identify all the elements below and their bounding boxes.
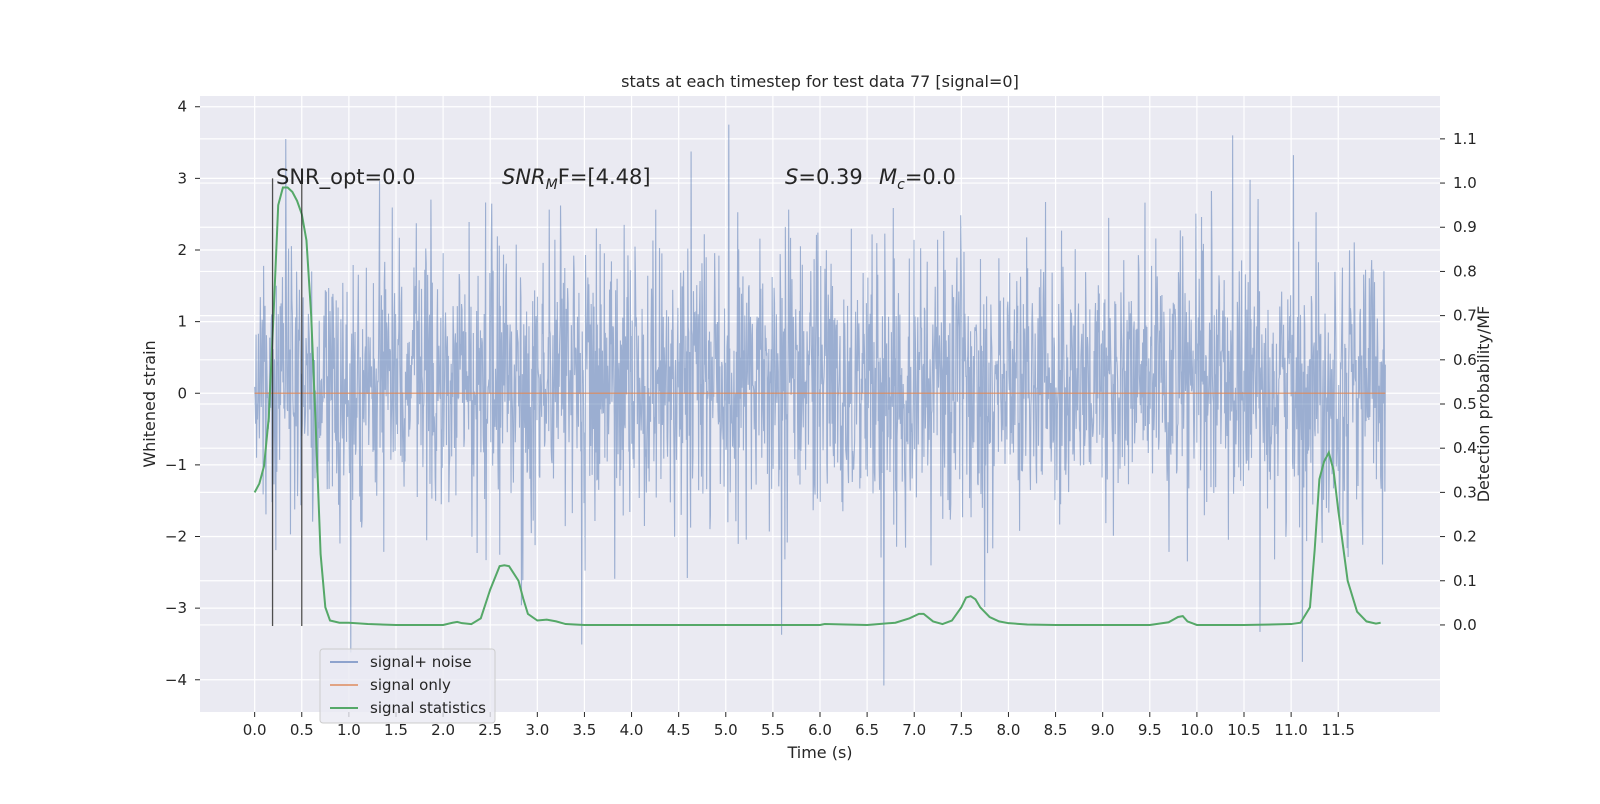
x-tick-label: 0.0 xyxy=(243,721,267,739)
x-tick-label: 1.0 xyxy=(337,721,361,739)
x-tick-label: 4.5 xyxy=(667,721,691,739)
y-right-tick-label: 0.1 xyxy=(1453,572,1477,590)
annotation-mc: Mc=0.0 xyxy=(879,165,956,193)
chart-title: stats at each timestep for test data 77 … xyxy=(621,72,1019,91)
y-left-tick-label: −1 xyxy=(165,456,187,474)
x-tick-label: 0.5 xyxy=(290,721,314,739)
x-axis-label: Time (s) xyxy=(786,743,852,762)
x-tick-label: 10.0 xyxy=(1180,721,1213,739)
y-right-tick-label: 0.4 xyxy=(1453,439,1477,457)
mc-main: M xyxy=(879,165,897,189)
snr-mf-rest: F=[4.48] xyxy=(558,165,651,189)
s-main: S xyxy=(785,165,798,189)
legend: signal+ noise signal only signal statist… xyxy=(319,648,496,724)
y-left-tick-label: −3 xyxy=(165,599,187,617)
snr-mf-main: SNR xyxy=(502,165,546,189)
y-left-tick-label: −2 xyxy=(165,528,187,546)
annotation-snr-mf: SNRMF=[4.48] xyxy=(502,165,651,193)
x-tick-label: 7.5 xyxy=(949,721,973,739)
x-tick-label: 8.0 xyxy=(997,721,1021,739)
y-right-tick-label: 0.3 xyxy=(1453,483,1477,501)
x-tick-label: 9.0 xyxy=(1091,721,1115,739)
y-right-tick-label: 0.7 xyxy=(1453,307,1477,325)
y-left-tick-label: 1 xyxy=(177,313,187,331)
legend-label-signal-only: signal only xyxy=(370,676,451,694)
y-left-tick-label: 3 xyxy=(177,169,187,187)
annotation-s: S=0.39 xyxy=(785,165,863,189)
x-tick-label: 2.0 xyxy=(431,721,455,739)
x-tick-label: 3.0 xyxy=(525,721,549,739)
y-axis-label-left: Whitened strain xyxy=(140,340,159,467)
x-tick-label: 6.0 xyxy=(808,721,832,739)
x-tick-label: 1.5 xyxy=(384,721,408,739)
signal-statistics-line xyxy=(253,186,1381,626)
x-tick-label: 11.5 xyxy=(1322,721,1355,739)
legend-label-signal-statistics: signal statistics xyxy=(370,699,486,717)
snr-mf-sub: M xyxy=(546,177,558,193)
y-right-tick-label: 0.9 xyxy=(1453,218,1477,236)
y-right-tick-label: 0.6 xyxy=(1453,351,1477,369)
vertical-markers xyxy=(271,178,303,627)
y-right-tick-label: 0.5 xyxy=(1453,395,1477,413)
series-signal-noise xyxy=(254,124,1386,686)
mc-rest: =0.0 xyxy=(905,165,956,189)
x-tick-label: 10.5 xyxy=(1227,721,1260,739)
legend-box xyxy=(319,648,496,724)
legend-label-signal-noise: signal+ noise xyxy=(370,653,472,671)
y-left-tick-label: 4 xyxy=(177,98,187,116)
x-tick-label: 5.5 xyxy=(761,721,785,739)
tick-labels: 0.0 0.5 1.0 1.5 2.0 2.5 3.0 3.5 4.0 4.5 5.0 5.5 6.0 6… xyxy=(165,98,1477,739)
y-right-tick-label: 0.8 xyxy=(1453,262,1477,280)
mc-sub: c xyxy=(897,177,905,193)
x-tick-label: 2.5 xyxy=(478,721,502,739)
x-tick-label: 5.0 xyxy=(714,721,738,739)
x-tick-label: 6.5 xyxy=(855,721,879,739)
y-left-tick-label: 0 xyxy=(177,384,187,402)
y-right-tick-label: 0.2 xyxy=(1453,528,1477,546)
y-right-tick-label: 1.1 xyxy=(1453,130,1477,148)
y-left-tick-label: −4 xyxy=(165,671,187,689)
x-tick-label: 7.0 xyxy=(902,721,926,739)
y-axis-label-right: Detection probability/MF xyxy=(1474,306,1493,503)
y-right-tick-label: 1.0 xyxy=(1453,174,1477,192)
x-tick-label: 9.5 xyxy=(1138,721,1162,739)
series-lines xyxy=(253,186,1386,626)
x-tick-label: 11.0 xyxy=(1274,721,1307,739)
signal-noise-line xyxy=(254,124,1386,686)
s-rest: =0.39 xyxy=(798,165,862,189)
y-left-tick-label: 2 xyxy=(177,241,187,259)
x-tick-label: 8.5 xyxy=(1044,721,1068,739)
x-tick-label: 3.5 xyxy=(573,721,597,739)
y-right-tick-label: 0.0 xyxy=(1453,616,1477,634)
annotation-snr-opt: SNR_opt=0.0 xyxy=(276,165,416,190)
x-tick-label: 4.0 xyxy=(620,721,644,739)
